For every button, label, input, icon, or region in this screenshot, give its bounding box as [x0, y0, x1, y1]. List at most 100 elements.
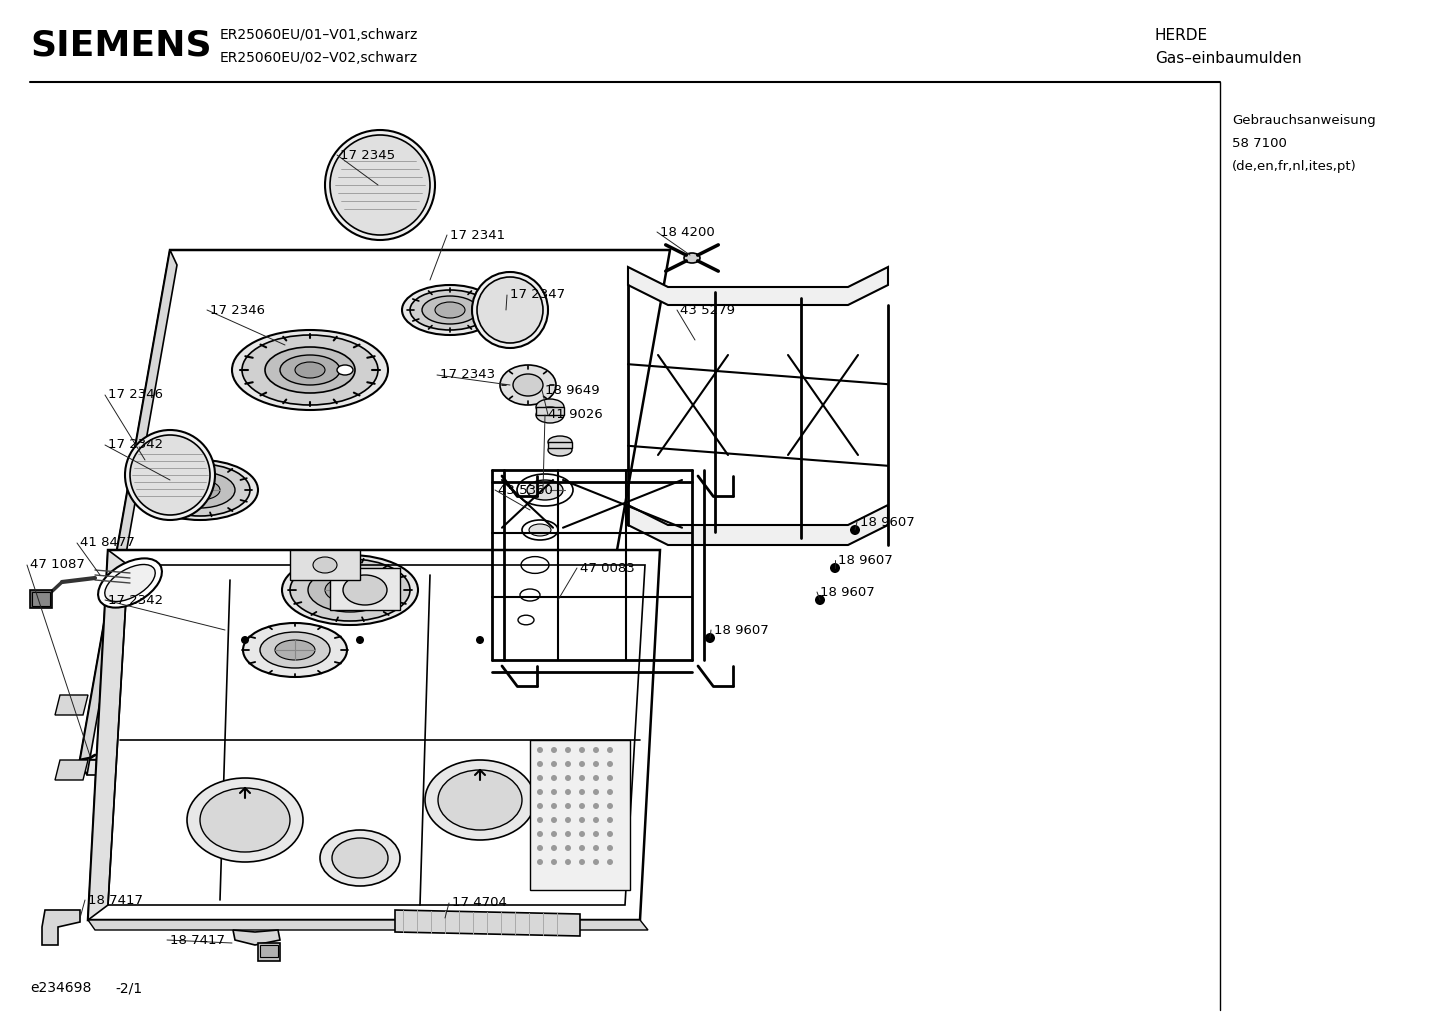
Text: 41 8477: 41 8477	[79, 536, 136, 549]
Ellipse shape	[551, 817, 557, 823]
Text: 47 1087: 47 1087	[30, 558, 85, 572]
Text: Gas–einbaumulden: Gas–einbaumulden	[1155, 51, 1302, 65]
Ellipse shape	[402, 285, 497, 335]
Ellipse shape	[548, 436, 572, 448]
Ellipse shape	[705, 633, 715, 643]
Ellipse shape	[232, 330, 388, 410]
Text: 18 4200: 18 4200	[660, 225, 715, 238]
Ellipse shape	[472, 272, 548, 348]
Ellipse shape	[580, 747, 585, 753]
Ellipse shape	[536, 775, 544, 781]
Ellipse shape	[551, 761, 557, 767]
Ellipse shape	[580, 859, 585, 865]
Ellipse shape	[565, 789, 571, 795]
Ellipse shape	[815, 595, 825, 605]
Polygon shape	[79, 250, 177, 775]
Ellipse shape	[536, 832, 544, 837]
Ellipse shape	[518, 615, 534, 625]
Text: Gebrauchsanweisung: Gebrauchsanweisung	[1231, 113, 1376, 126]
Text: 58 7100: 58 7100	[1231, 137, 1286, 150]
Ellipse shape	[105, 565, 156, 601]
Ellipse shape	[536, 845, 544, 851]
Polygon shape	[55, 760, 88, 780]
Text: 18 7417: 18 7417	[170, 933, 225, 947]
Ellipse shape	[356, 636, 363, 644]
Ellipse shape	[607, 789, 613, 795]
Ellipse shape	[565, 832, 571, 837]
Text: 17 2341: 17 2341	[450, 228, 505, 242]
Ellipse shape	[684, 253, 699, 263]
Polygon shape	[395, 910, 580, 936]
Ellipse shape	[536, 399, 564, 415]
Ellipse shape	[435, 302, 464, 318]
Ellipse shape	[423, 296, 477, 324]
Polygon shape	[330, 568, 399, 610]
Polygon shape	[79, 250, 671, 760]
Ellipse shape	[241, 636, 249, 644]
Ellipse shape	[521, 556, 549, 574]
Ellipse shape	[438, 770, 522, 830]
Bar	[290, 550, 360, 580]
Ellipse shape	[187, 777, 303, 862]
Ellipse shape	[593, 775, 598, 781]
Ellipse shape	[309, 568, 392, 612]
Ellipse shape	[477, 277, 544, 343]
Ellipse shape	[141, 460, 258, 520]
Ellipse shape	[500, 365, 557, 405]
Text: 43 5360: 43 5360	[497, 483, 552, 496]
Ellipse shape	[607, 747, 613, 753]
Text: ER25060EU/01–V01,schwarz: ER25060EU/01–V01,schwarz	[221, 28, 418, 42]
Bar	[260, 945, 278, 957]
Text: 17 2346: 17 2346	[108, 388, 163, 401]
Ellipse shape	[580, 832, 585, 837]
Text: 17 2342: 17 2342	[108, 438, 163, 451]
Ellipse shape	[580, 845, 585, 851]
Ellipse shape	[831, 564, 841, 573]
Text: 17 2343: 17 2343	[440, 369, 495, 381]
Ellipse shape	[607, 832, 613, 837]
Text: 41 9026: 41 9026	[548, 409, 603, 422]
Text: e234698: e234698	[30, 981, 91, 995]
Ellipse shape	[607, 859, 613, 865]
Ellipse shape	[343, 575, 386, 605]
Ellipse shape	[551, 845, 557, 851]
Text: (de,en,fr,nl,ites,pt): (de,en,fr,nl,ites,pt)	[1231, 160, 1357, 172]
Text: 18 9607: 18 9607	[859, 516, 914, 529]
Ellipse shape	[580, 817, 585, 823]
Ellipse shape	[265, 347, 355, 393]
Ellipse shape	[518, 474, 572, 506]
Text: 18 9607: 18 9607	[714, 624, 769, 637]
Ellipse shape	[529, 524, 551, 536]
Ellipse shape	[242, 335, 378, 405]
Text: ER25060EU/02–V02,schwarz: ER25060EU/02–V02,schwarz	[221, 51, 418, 65]
Ellipse shape	[593, 817, 598, 823]
Ellipse shape	[580, 803, 585, 809]
Bar	[548, 442, 572, 448]
Bar	[531, 740, 630, 890]
Text: 18 7417: 18 7417	[88, 894, 143, 907]
Ellipse shape	[580, 761, 585, 767]
Ellipse shape	[593, 747, 598, 753]
Ellipse shape	[290, 559, 410, 621]
Text: -2/1: -2/1	[115, 981, 143, 995]
Ellipse shape	[324, 130, 435, 240]
Ellipse shape	[551, 775, 557, 781]
Polygon shape	[629, 267, 888, 305]
Polygon shape	[88, 920, 647, 930]
Ellipse shape	[551, 747, 557, 753]
Ellipse shape	[536, 859, 544, 865]
Ellipse shape	[551, 789, 557, 795]
Text: SIEMENS: SIEMENS	[30, 28, 212, 62]
Text: 43 5279: 43 5279	[681, 304, 735, 317]
Ellipse shape	[593, 761, 598, 767]
Text: 18 9607: 18 9607	[820, 586, 875, 598]
Ellipse shape	[607, 761, 613, 767]
Text: 17 4704: 17 4704	[451, 897, 508, 910]
Ellipse shape	[548, 444, 572, 455]
Ellipse shape	[536, 761, 544, 767]
Ellipse shape	[410, 290, 490, 330]
Ellipse shape	[565, 775, 571, 781]
Ellipse shape	[521, 589, 539, 601]
Ellipse shape	[593, 832, 598, 837]
Ellipse shape	[337, 365, 353, 375]
